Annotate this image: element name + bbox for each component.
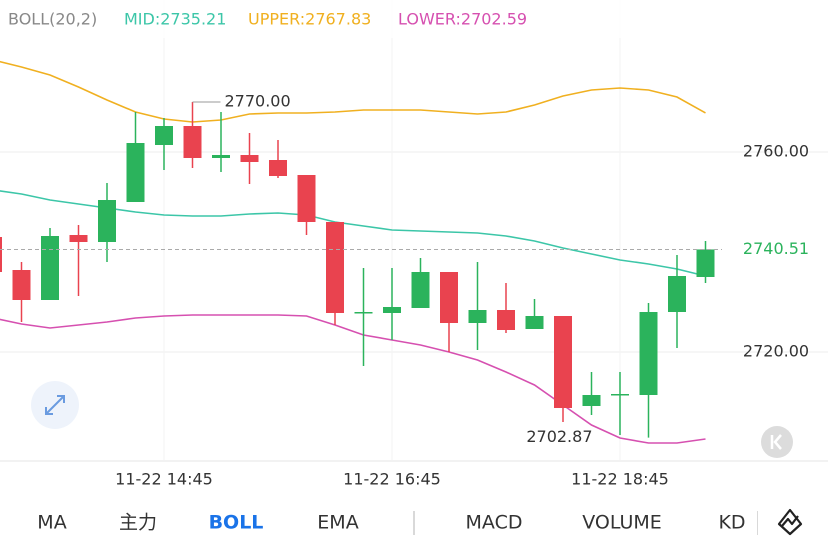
candle-body	[269, 160, 287, 176]
tab[interactable]: BOLL	[209, 512, 264, 534]
x-tick-label: 11-22 16:45	[343, 470, 441, 489]
expand-button[interactable]	[31, 381, 79, 429]
boll-line	[0, 60, 706, 123]
candle-body	[411, 272, 430, 308]
candle-body	[240, 155, 259, 162]
candle-body	[183, 126, 202, 158]
indicator-title: BOLL(20,2)	[8, 10, 97, 29]
candle-body	[126, 143, 145, 202]
candle-body	[668, 276, 686, 312]
candle-body	[155, 126, 173, 145]
y-tick-label: 2720.00	[743, 342, 809, 361]
candle-body	[98, 200, 116, 242]
tab[interactable]: 主力	[119, 512, 157, 534]
candle-body	[12, 270, 31, 300]
legend-entry: LOWER:2702.59	[398, 10, 527, 29]
annotation-label: 2702.87	[526, 427, 592, 446]
candle-body	[611, 394, 629, 396]
tab[interactable]: MA	[37, 512, 66, 534]
candle-body	[212, 155, 230, 158]
y-tick-label: 2760.00	[743, 142, 809, 161]
tab-bar: MA 主力 BOLL EMA MACD VOLUME KD	[37, 512, 745, 534]
candle-body	[326, 222, 344, 313]
chart-settings-button[interactable]	[777, 508, 803, 536]
candle-body	[41, 236, 59, 300]
candle-body	[0, 237, 2, 272]
annotation-label: 2770.00	[225, 92, 291, 111]
header-bg	[0, 0, 828, 38]
candle-body	[696, 249, 715, 277]
plot: 2760.00 2720.00 11-22 14:45 11-22 16:45 11-2…	[0, 0, 828, 489]
tab[interactable]: EMA	[317, 512, 358, 534]
candle-body	[468, 310, 487, 323]
candle-body	[639, 312, 658, 395]
candle-body	[354, 312, 373, 314]
current-price-label: 2740.51	[743, 239, 809, 258]
current-price-box	[730, 236, 824, 263]
x-tick-label: 11-22 18:45	[571, 470, 669, 489]
x-tick-label: 11-22 14:45	[115, 470, 213, 489]
tab[interactable]: KD	[718, 512, 745, 534]
candle-body	[69, 235, 88, 242]
boll-line	[0, 314, 706, 444]
candle-body	[440, 272, 458, 323]
candle-body	[525, 316, 544, 329]
candle-body	[582, 395, 601, 406]
candle-body	[554, 316, 572, 408]
candle-body	[297, 175, 316, 222]
tab[interactable]: MACD	[466, 512, 523, 534]
candle-body	[497, 310, 515, 330]
tab[interactable]: VOLUME	[582, 512, 662, 534]
candle-body	[383, 307, 401, 313]
legend-entry: MID:2735.21	[124, 10, 226, 29]
latest-button[interactable]	[761, 426, 793, 458]
legend-entry: UPPER:2767.83	[248, 10, 371, 29]
